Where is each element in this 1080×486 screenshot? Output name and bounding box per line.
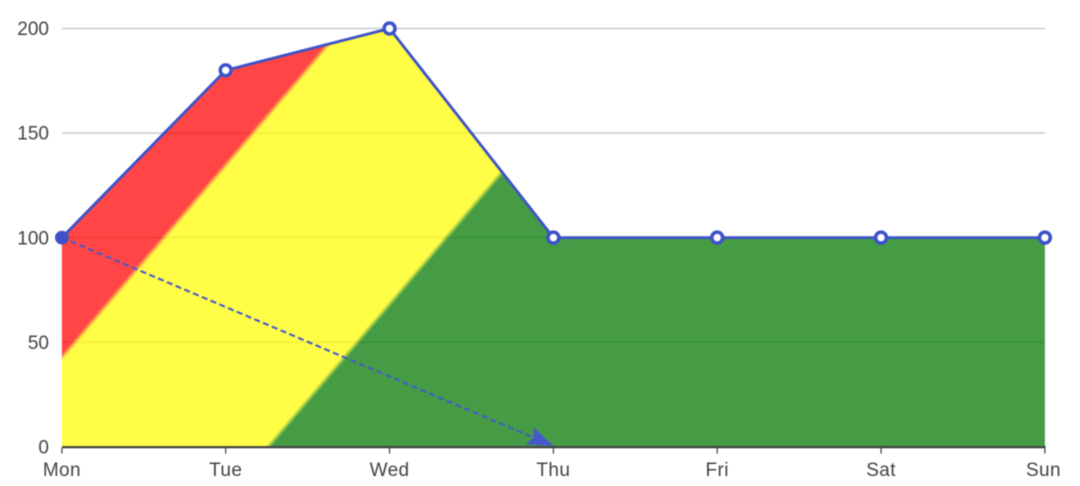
svg-text:Sat: Sat bbox=[866, 460, 896, 481]
svg-text:Mon: Mon bbox=[43, 460, 81, 481]
svg-text:100: 100 bbox=[17, 228, 49, 249]
svg-text:Fri: Fri bbox=[706, 460, 729, 481]
svg-text:0: 0 bbox=[38, 437, 49, 458]
svg-text:Sun: Sun bbox=[1026, 460, 1061, 481]
svg-text:Tue: Tue bbox=[209, 460, 242, 481]
svg-text:200: 200 bbox=[17, 19, 49, 40]
svg-text:Thu: Thu bbox=[536, 460, 570, 481]
svg-text:Wed: Wed bbox=[370, 460, 410, 481]
svg-text:150: 150 bbox=[17, 124, 49, 145]
svg-text:50: 50 bbox=[28, 333, 49, 354]
